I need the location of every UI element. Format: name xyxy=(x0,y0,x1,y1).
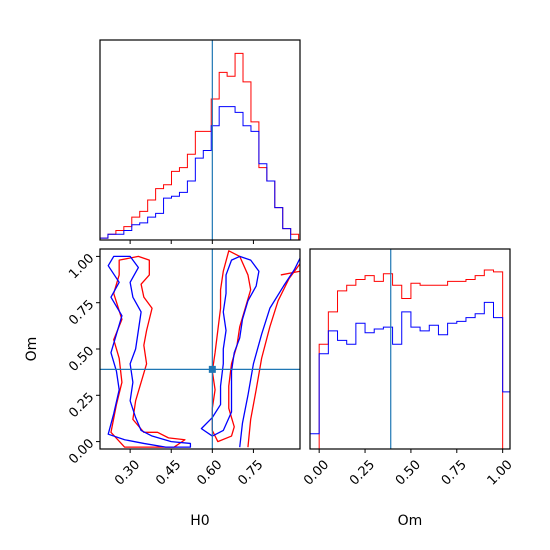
hist-Om-xtick-label: 0.75 xyxy=(439,457,470,488)
contour-blue-4 xyxy=(107,255,192,448)
contour-ytick-label: 0.25 xyxy=(66,390,97,421)
hist-h0-frame xyxy=(99,39,301,241)
contour-ytick-label: 0.00 xyxy=(66,436,97,467)
contour-frame xyxy=(99,248,301,450)
x-axis-label-h0: H0 xyxy=(190,513,209,529)
hist-Om-xtick-label: 0.50 xyxy=(393,457,424,488)
hist-Om-xtick-label: 0.25 xyxy=(347,457,378,488)
contour-red-0 xyxy=(110,255,186,448)
hist-H0-series-blue xyxy=(100,106,299,240)
hist-om-panel: 0.00 0.25 0.50 0.75 1.00 Om xyxy=(301,248,516,529)
x-axis-label-om: Om xyxy=(398,513,423,529)
hist-H0-series-red xyxy=(100,52,300,240)
hist-Om-xtick-label: 0.00 xyxy=(301,457,332,488)
contour-ytick-label: 1.00 xyxy=(66,251,97,282)
contour-xtick-label: 0.30 xyxy=(112,457,143,488)
contour-ytick-label: 0.75 xyxy=(66,297,97,328)
hist-om-frame xyxy=(309,248,511,450)
contour-xtick-label: 0.75 xyxy=(235,457,266,488)
hist-h0-panel xyxy=(99,39,301,244)
hist-Om-xtick-label: 1.00 xyxy=(485,457,516,488)
contour-ytick-label: 0.50 xyxy=(66,344,97,375)
contour-blue-6 xyxy=(239,257,300,448)
hist-Om-series-blue xyxy=(310,301,510,449)
hist-Om-series-red xyxy=(310,269,510,449)
contour-xtick-label: 0.60 xyxy=(194,457,225,488)
contour-red-3 xyxy=(280,270,300,276)
y-axis-label-om: Om xyxy=(24,337,40,362)
contour-red-2 xyxy=(247,263,300,448)
truth-marker xyxy=(208,365,216,373)
contour-h0-om-panel: 0.30 0.45 0.60 0.75 0.00 0.25 0.50 0.75 1.00 H0… xyxy=(24,248,301,529)
contour-xtick-label: 0.45 xyxy=(153,457,184,488)
contour-blue-5 xyxy=(200,255,260,437)
